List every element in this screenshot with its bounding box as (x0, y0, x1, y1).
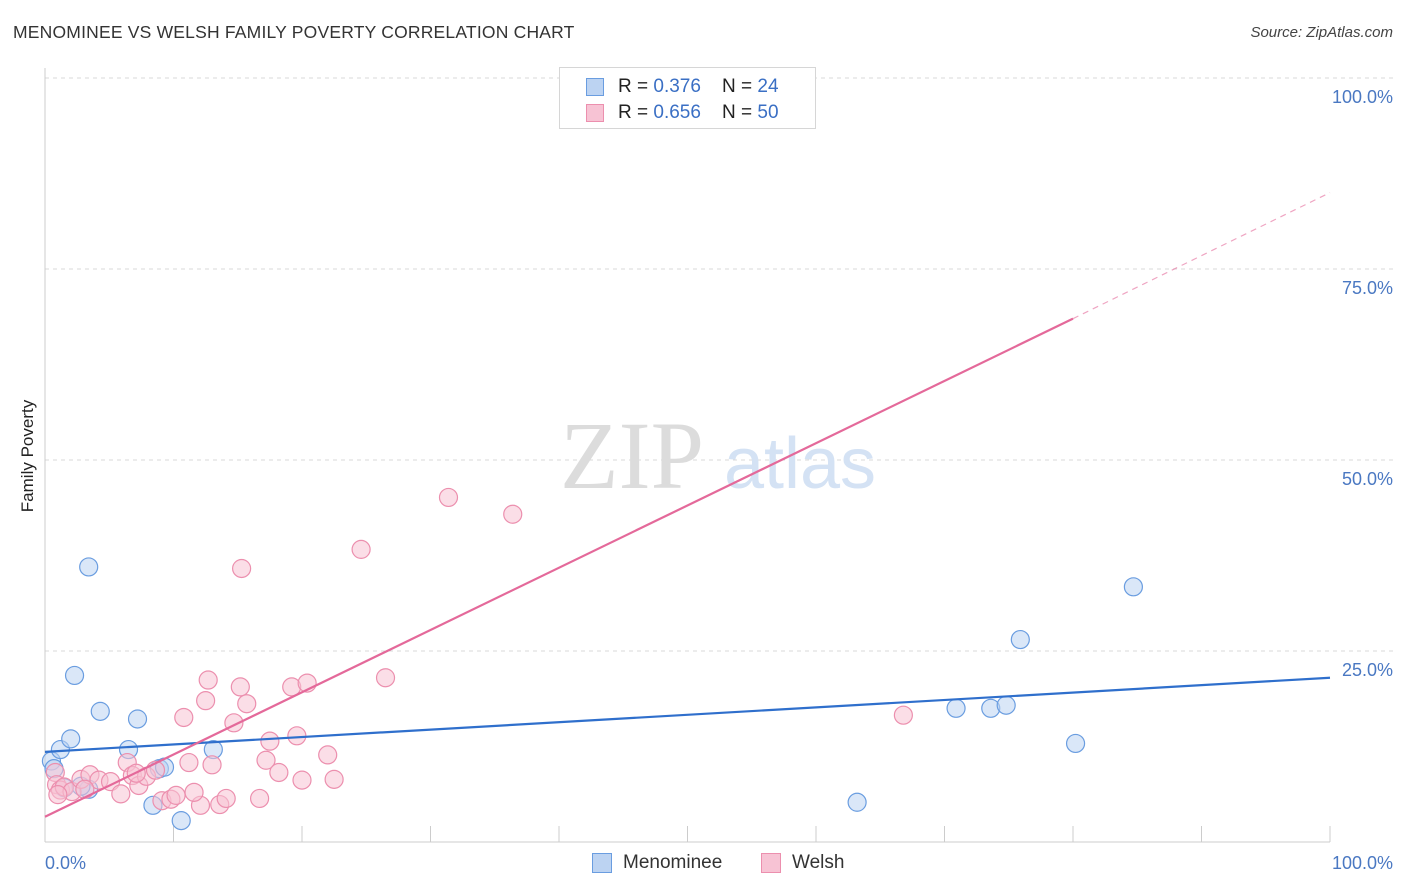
welsh-point-49 (184, 782, 204, 802)
stats-legend: R = 0.376 N = 24 R = 0.656 N = 50 (559, 67, 816, 129)
welsh-point-21 (196, 691, 216, 711)
x-tick-label-max: 100.0% (1332, 853, 1393, 873)
watermark-zip: ZIP (560, 402, 704, 509)
menominee-swatch (586, 78, 604, 96)
welsh-point-17 (166, 785, 186, 805)
legend-menominee-label: Menominee (623, 852, 723, 873)
menominee-n: 24 (757, 76, 779, 97)
y-tick-label-2: 75.0% (1342, 278, 1393, 298)
welsh-point-33 (269, 762, 289, 783)
menominee-point-16 (946, 698, 966, 718)
welsh-point-9 (111, 784, 131, 804)
welsh-point-25 (216, 788, 236, 809)
welsh-point-36 (292, 770, 312, 790)
chart-title: MENOMINEE VS WELSH FAMILY POVERTY CORREL… (13, 22, 575, 42)
welsh-point-41 (375, 668, 396, 688)
menominee-r: 0.376 (653, 76, 701, 97)
source-label: Source: ZipAtlas.com (1250, 24, 1393, 41)
welsh-point-18 (174, 707, 194, 728)
welsh-n: 50 (757, 102, 779, 123)
welsh-point-32 (260, 731, 280, 751)
welsh-point-45 (893, 705, 913, 725)
menominee-point-17 (981, 698, 1001, 718)
welsh-point-22 (198, 670, 218, 690)
y-tick-label-1: 50.0% (1342, 469, 1393, 489)
menominee-stats: R = 0.376 N = 24 (618, 76, 779, 97)
legend-welsh-swatch (761, 853, 781, 873)
menominee-point-4 (64, 665, 85, 686)
welsh-point-27 (230, 677, 250, 697)
welsh-r: 0.656 (653, 102, 701, 123)
menominee-point-3 (61, 729, 81, 749)
welsh-trend-line (44, 317, 1074, 818)
menominee-point-5 (79, 557, 99, 577)
legend-menominee-swatch (592, 853, 612, 873)
welsh-point-39 (324, 769, 344, 789)
tick-labels: 25.0% 50.0% 75.0% 100.0% 0.0% 100.0% (45, 87, 1393, 873)
welsh-point-30 (249, 788, 270, 809)
welsh-point-23 (202, 755, 222, 775)
menominee-point-13 (171, 811, 191, 831)
welsh-swatch (586, 104, 604, 122)
welsh-stats: R = 0.656 N = 50 (618, 102, 779, 123)
welsh-point-31 (256, 750, 276, 770)
menominee-point-15 (847, 792, 867, 812)
menominee-point-7 (90, 701, 110, 721)
data-points (41, 68, 1143, 831)
welsh-point-48 (48, 785, 68, 805)
menominee-trend-line (44, 676, 1331, 753)
menominee-point-19 (1010, 629, 1030, 650)
welsh-trend-extension (1072, 192, 1331, 320)
welsh-point-28 (232, 558, 252, 579)
y-tick-label-3: 100.0% (1332, 87, 1393, 107)
welsh-point-38 (318, 745, 338, 765)
axes (44, 68, 1331, 843)
trend-lines (44, 192, 1331, 818)
welsh-point-40 (351, 539, 371, 559)
welsh-point-43 (503, 504, 523, 524)
menominee-point-21 (1123, 577, 1143, 597)
menominee-point-8 (127, 709, 148, 729)
y-tick-label-0: 25.0% (1342, 660, 1393, 680)
watermark: ZIP atlas (560, 402, 876, 509)
legend-welsh-label: Welsh (792, 852, 845, 873)
welsh-point-35 (287, 726, 307, 746)
welsh-point-19 (179, 752, 199, 773)
watermark-atlas: atlas (724, 424, 876, 504)
menominee-point-18 (996, 695, 1016, 715)
x-tick-label-min: 0.0% (45, 853, 86, 873)
welsh-point-42 (438, 487, 459, 508)
menominee-point-20 (1065, 733, 1086, 754)
welsh-point-29 (237, 694, 257, 714)
